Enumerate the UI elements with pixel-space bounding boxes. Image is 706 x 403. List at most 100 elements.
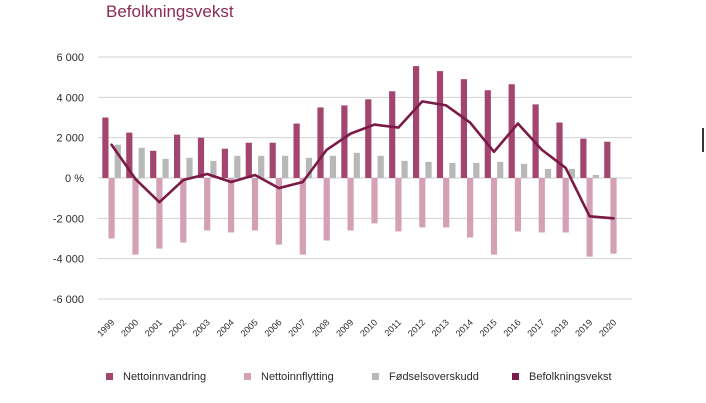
- bar: [341, 105, 348, 178]
- bar: [490, 178, 498, 255]
- legend-swatch: [106, 373, 113, 380]
- bar: [556, 122, 563, 178]
- x-tick-label: 2010: [358, 317, 379, 338]
- x-tick-label: 2011: [382, 317, 403, 338]
- bar: [467, 178, 474, 238]
- x-tick-label: 2005: [239, 317, 260, 338]
- x-tick-label: 2018: [549, 317, 570, 338]
- y-tick-label: 6 000: [56, 52, 84, 64]
- bar: [275, 178, 282, 245]
- bar: [604, 141, 611, 178]
- bar: [221, 148, 228, 178]
- bar: [514, 178, 521, 232]
- bar: [592, 174, 599, 178]
- bar: [521, 163, 528, 178]
- bar: [329, 155, 336, 178]
- bar: [347, 178, 354, 231]
- bar: [497, 161, 504, 178]
- x-tick-label: 2008: [310, 317, 331, 338]
- bar: [293, 123, 300, 178]
- bar: [108, 178, 115, 239]
- x-tick-label: 2014: [454, 317, 475, 338]
- bar: [245, 142, 252, 178]
- x-tick-label: 2016: [501, 317, 522, 338]
- y-tick-label: 0 %: [65, 173, 84, 185]
- x-tick-label: 2001: [143, 317, 164, 338]
- legend-label: Nettoinnvandring: [123, 371, 206, 383]
- bar: [443, 178, 450, 228]
- y-tick-label: -4 000: [53, 254, 84, 266]
- legend-label: Nettoinnflytting: [261, 371, 334, 383]
- bar: [282, 155, 289, 178]
- bar: [197, 137, 205, 178]
- chart-title: Befolkningsvekst: [106, 2, 234, 21]
- x-tick-label: 2002: [167, 317, 188, 338]
- x-tick-label: 2004: [215, 317, 236, 338]
- bar: [538, 178, 545, 233]
- bar: [323, 178, 330, 241]
- bar: [299, 178, 306, 255]
- x-tick-label: 2015: [478, 317, 499, 338]
- bar: [365, 99, 372, 178]
- bar: [228, 178, 235, 233]
- x-tick-label: 2006: [262, 317, 283, 338]
- bar: [114, 144, 121, 178]
- y-tick-label: -2 000: [53, 213, 84, 225]
- x-tick-label: 1999: [95, 317, 116, 338]
- bar: [258, 155, 265, 178]
- bar: [132, 178, 139, 255]
- x-tick-label: 2019: [573, 317, 594, 338]
- y-tick-label: 4 000: [56, 92, 84, 104]
- bar: [389, 91, 396, 178]
- bar: [395, 178, 402, 232]
- x-tick-label: 2009: [334, 317, 355, 338]
- bar: [580, 138, 587, 178]
- bar: [610, 178, 617, 254]
- bar: [460, 79, 467, 178]
- bar: [156, 178, 163, 249]
- x-tick-label: 2003: [191, 317, 212, 338]
- bar: [353, 152, 360, 178]
- bar: [204, 178, 211, 231]
- bar: [436, 71, 444, 178]
- x-tick-label: 2017: [525, 317, 546, 338]
- bar: [180, 178, 187, 243]
- bar: [305, 157, 313, 178]
- bar: [269, 142, 276, 178]
- bar: [371, 178, 378, 224]
- bar: [126, 132, 133, 178]
- series-line: [110, 100, 615, 220]
- bar: [162, 158, 169, 178]
- bar: [210, 160, 217, 178]
- bar: [102, 117, 109, 178]
- bar: [377, 155, 384, 178]
- bar: [174, 134, 181, 178]
- bar: [473, 162, 480, 178]
- bar: [562, 178, 569, 233]
- bar: [449, 162, 456, 178]
- bar: [413, 66, 420, 178]
- x-tick-label: 2007: [286, 317, 307, 338]
- y-tick-label: -6 000: [53, 294, 84, 306]
- bar: [544, 168, 552, 178]
- bar: [401, 160, 408, 178]
- edge-marker: [702, 128, 704, 152]
- x-tick-label: 2020: [597, 317, 618, 338]
- bar: [568, 168, 575, 178]
- bar: [484, 90, 491, 178]
- bar: [251, 178, 259, 231]
- bar: [186, 157, 193, 178]
- bar: [419, 178, 426, 228]
- x-tick-label: 2013: [430, 317, 451, 338]
- legend-swatch: [244, 373, 251, 380]
- bar: [138, 147, 145, 178]
- y-tick-label: 2 000: [56, 133, 84, 145]
- bar: [425, 161, 432, 178]
- bar: [317, 107, 324, 178]
- x-tick-label: 2012: [406, 317, 427, 338]
- bar: [150, 150, 157, 178]
- legend-label: Befolkningsvekst: [529, 371, 612, 383]
- legend-label: Fødselsoverskudd: [389, 371, 479, 383]
- x-tick-label: 2000: [119, 317, 140, 338]
